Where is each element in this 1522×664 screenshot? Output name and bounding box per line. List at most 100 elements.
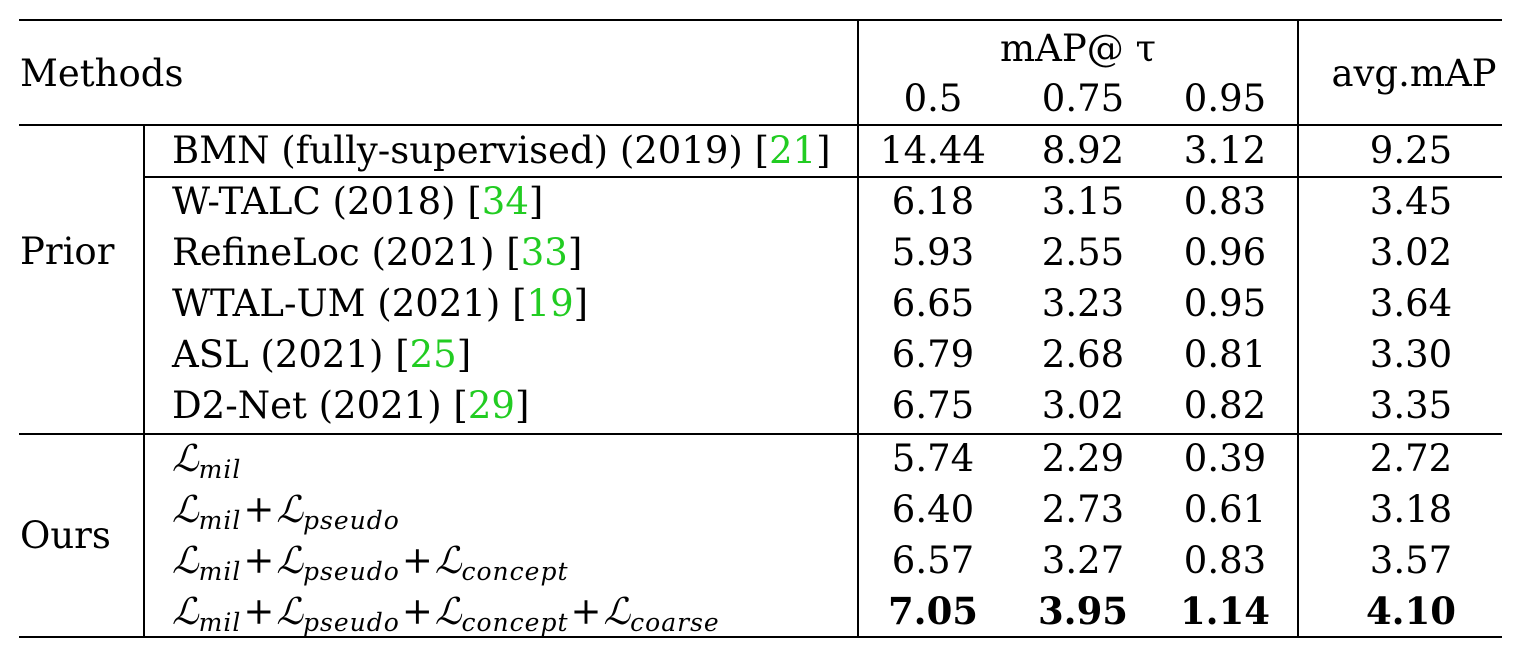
ours-avg-3: 4.10 [1365,589,1457,633]
ours-value-0-0: 5.74 [891,437,975,480]
prior-value-0-0: 14.44 [880,129,986,172]
group-prior: Prior [20,230,115,273]
group-rule [19,433,1502,435]
ours-value-3-0: 7.05 [887,589,979,633]
plus-sign: + [243,488,275,531]
loss-subscript: mil [198,455,242,484]
loss-symbol: ℒ [172,590,199,633]
ours-avg-1: 3.18 [1369,488,1453,531]
prior-method-3: WTAL-UM (2021) [19] [172,285,588,322]
loss-symbol: ℒ [172,488,199,531]
loss-symbol: ℒ [434,590,462,633]
prior-value-1-1: 3.15 [1041,180,1125,223]
prior-value-3-2: 0.95 [1183,282,1267,325]
ours-method-1: ℒmil+ℒpseudo [172,488,400,533]
ours-value-3-1: 3.95 [1037,589,1129,633]
citation-link[interactable]: 29 [467,384,515,427]
prior-value-5-0: 6.75 [891,384,975,427]
loss-subscript: pseudo [303,608,400,637]
citation-close: ] [573,282,589,325]
method-name: W-TALC (2018) [ [172,180,482,223]
header-methods: Methods [20,52,184,95]
plus-sign: + [243,590,275,633]
methods-divider [857,19,859,638]
loss-symbol: ℒ [276,488,304,531]
header-map: mAP@ τ [1000,27,1156,70]
header-threshold-1: 0.75 [1041,77,1125,120]
plus-sign: + [401,539,433,582]
method-name: BMN (fully-supervised) (2019) [ [172,129,770,172]
loss-subscript: coarse [630,608,720,637]
prior-value-4-2: 0.81 [1183,333,1267,376]
loss-subscript: mil [198,557,242,586]
prior-method-0: BMN (fully-supervised) (2019) [21] [172,132,831,169]
ours-value-2-2: 0.83 [1183,539,1267,582]
citation-close: ] [816,129,831,172]
plus-sign: + [570,590,602,633]
citation-close: ] [456,333,472,376]
citation-close: ] [514,384,530,427]
ours-avg-0: 2.72 [1369,437,1453,480]
loss-symbol: ℒ [172,437,199,480]
group-divider-ours [143,433,145,638]
prior-value-0-2: 3.12 [1183,129,1267,172]
loss-symbol: ℒ [434,539,462,582]
prior-method-4: ASL (2021) [25] [172,336,471,373]
plus-sign: + [401,590,433,633]
ours-value-3-2: 1.14 [1179,589,1271,633]
method-name: ASL (2021) [ [172,333,410,376]
ours-value-1-0: 6.40 [891,488,975,531]
prior-value-2-2: 0.96 [1183,231,1267,274]
prior-value-3-1: 3.23 [1041,282,1125,325]
method-name: RefineLoc (2021) [ [172,231,521,274]
prior-avg-5: 3.35 [1369,384,1453,427]
plus-sign: + [243,539,275,582]
prior-value-1-0: 6.18 [891,180,975,223]
loss-subscript: pseudo [303,557,400,586]
prior-value-1-2: 0.83 [1183,180,1267,223]
prior-avg-2: 3.02 [1369,231,1453,274]
top-rule [19,19,1502,21]
prior-value-0-1: 8.92 [1041,129,1125,172]
method-name: WTAL-UM (2021) [ [172,282,527,325]
loss-subscript: concept [461,608,569,637]
citation-close: ] [528,180,544,223]
ours-value-1-1: 2.73 [1041,488,1125,531]
ours-method-0: ℒmil [172,437,241,482]
bmn-rule [144,176,1502,178]
prior-method-1: W-TALC (2018) [34] [172,183,543,220]
loss-symbol: ℒ [603,590,631,633]
prior-avg-1: 3.45 [1369,180,1453,223]
avg-divider [1297,19,1299,638]
loss-symbol: ℒ [276,539,304,582]
ours-method-2: ℒmil+ℒpseudo+ℒconcept [172,539,569,584]
ours-value-1-2: 0.61 [1183,488,1267,531]
citation-link[interactable]: 19 [526,282,574,325]
prior-value-4-1: 2.68 [1041,333,1125,376]
citation-link[interactable]: 21 [769,129,817,172]
header-rule [19,124,1502,126]
prior-value-4-0: 6.79 [891,333,975,376]
prior-avg-0: 9.25 [1369,129,1453,172]
citation-link[interactable]: 34 [481,180,529,223]
header-avg: avg.mAP [1331,52,1497,95]
citation-link[interactable]: 33 [520,231,568,274]
group-divider-prior [143,124,145,433]
loss-subscript: concept [461,557,569,586]
prior-avg-3: 3.64 [1369,282,1453,325]
method-name: D2-Net (2021) [ [172,384,468,427]
loss-subscript: mil [198,608,242,637]
prior-value-5-1: 3.02 [1041,384,1125,427]
prior-value-2-1: 2.55 [1041,231,1125,274]
group-ours: Ours [20,514,111,557]
ours-method-3: ℒmil+ℒpseudo+ℒconcept+ℒcoarse [172,590,720,635]
ours-value-0-2: 0.39 [1183,437,1267,480]
citation-close: ] [567,231,583,274]
bottom-rule [19,636,1502,638]
ours-avg-2: 3.57 [1369,539,1453,582]
prior-value-5-2: 0.82 [1183,384,1267,427]
prior-avg-4: 3.30 [1369,333,1453,376]
citation-link[interactable]: 25 [409,333,457,376]
loss-subscript: mil [198,506,242,535]
